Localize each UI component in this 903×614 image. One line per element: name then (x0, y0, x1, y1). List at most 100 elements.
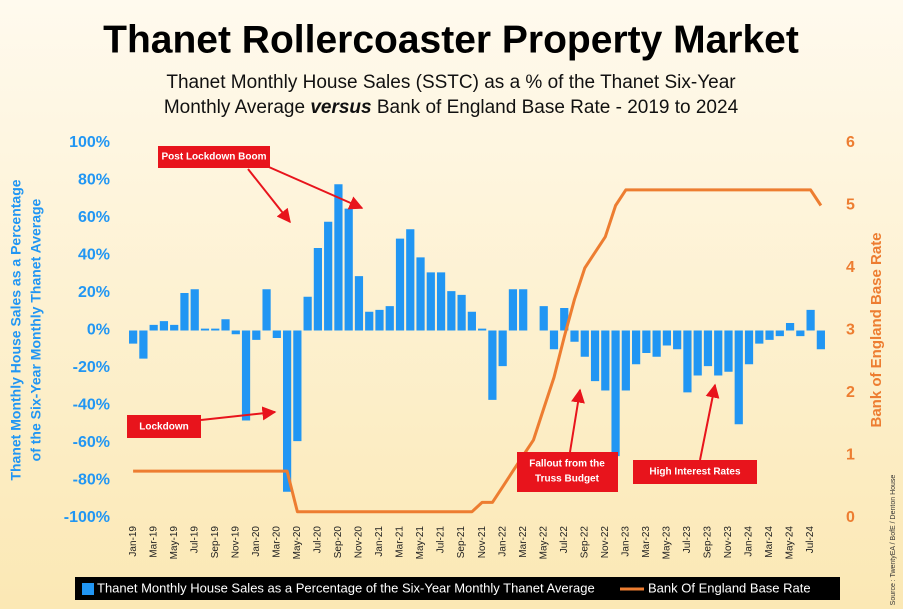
x-tick-label: Sep-21 (456, 526, 467, 559)
x-tick-label: Jul-20 (313, 526, 324, 554)
y-tick-label: -40% (73, 397, 110, 414)
annotations: Post Lockdown Boom Lockdown Fallout from… (127, 146, 757, 492)
x-tick-label: May-23 (662, 526, 673, 560)
bar (313, 248, 323, 331)
subtitle-emphasis: versus (310, 97, 371, 118)
bar (549, 330, 559, 350)
bar (765, 330, 774, 340)
bar (180, 293, 189, 331)
y2-tick-label: 6 (846, 134, 855, 151)
subtitle: Thanet Monthly House Sales (SSTC) as a %… (166, 72, 736, 93)
bar (755, 330, 764, 344)
bar (293, 330, 302, 442)
x-tick-label: Jul-21 (436, 526, 447, 554)
x-tick-label: Mar-22 (518, 526, 529, 558)
bar (149, 324, 158, 331)
bar (406, 229, 415, 331)
x-tick-label: May-20 (292, 526, 303, 560)
bar (262, 289, 271, 331)
legend: Thanet Monthly House Sales as a Percenta… (82, 580, 811, 595)
x-tick-label: Sep-23 (703, 526, 714, 559)
subtitle-part: Monthly Average (164, 97, 305, 118)
y2-tick-label: 1 (846, 447, 855, 464)
bar (231, 330, 240, 335)
x-tick-label: Jul-22 (559, 526, 570, 554)
arrow (699, 383, 720, 461)
annotation: Truss Budget (535, 474, 600, 485)
y-tick-label: -100% (64, 509, 110, 526)
y2-axis-title: Bank of England Base Rate (868, 232, 885, 427)
bar (662, 330, 672, 346)
legend-swatch (82, 583, 94, 595)
bar (416, 257, 425, 331)
x-tick-label: Nov-22 (600, 526, 611, 559)
bar (683, 330, 692, 393)
bar (324, 221, 333, 331)
legend-background (75, 577, 840, 600)
bar (580, 330, 589, 357)
y-tick-label: 40% (78, 247, 110, 264)
bar (211, 328, 220, 331)
y-tick-label: 60% (78, 209, 110, 226)
bar (693, 330, 702, 376)
x-tick-label: May-24 (785, 526, 796, 560)
bar (816, 330, 825, 350)
x-tick-label: Jan-23 (620, 526, 631, 557)
annotation: Post Lockdown Boom (162, 152, 267, 163)
bar (611, 330, 620, 457)
x-tick-label: Jul-24 (805, 526, 816, 554)
x-tick-label: May-22 (538, 526, 549, 560)
bar (159, 321, 169, 331)
x-tick-label: Nov-20 (354, 526, 365, 559)
bar (642, 330, 651, 353)
bar (395, 238, 405, 331)
x-tick-label: Mar-19 (148, 526, 159, 558)
bar (621, 330, 630, 391)
arrow (569, 388, 585, 453)
bar (252, 330, 261, 340)
y-axis-title: Thanet Monthly House Sales as a Percenta… (8, 179, 24, 480)
y2-tick-label: 2 (846, 384, 855, 401)
bar (365, 311, 374, 331)
x-tick-label: May-21 (415, 526, 426, 560)
x-tick-label: Jan-24 (744, 526, 755, 557)
bar (282, 330, 292, 492)
bar (498, 330, 507, 367)
bar (139, 330, 148, 359)
bar (775, 330, 784, 337)
bar (539, 306, 548, 331)
annotation-box (517, 452, 618, 492)
bar (303, 296, 312, 331)
x-tick-label: May-19 (169, 526, 180, 560)
plot-area: -100% -80% -60% -40% -20% 0% 20% 40% 60% 80% 100% 0… (64, 134, 855, 559)
bar (170, 324, 179, 331)
y-tick-label: 100% (69, 134, 110, 151)
y-tick-label: -60% (73, 434, 110, 451)
x-tick-label: Mar-24 (764, 526, 775, 558)
bar (652, 330, 661, 357)
bar (344, 208, 353, 331)
y2-tick-label: 0 (846, 509, 855, 526)
bar (221, 319, 230, 331)
x-tick-label: Mar-21 (395, 526, 406, 558)
x-tick-label: Sep-22 (579, 526, 590, 559)
bar (334, 184, 343, 331)
annotation-box (127, 415, 201, 438)
bar (436, 272, 446, 331)
bar (200, 328, 210, 331)
bar (590, 330, 600, 382)
bar (467, 311, 476, 331)
bar (519, 289, 528, 331)
legend-label: Bank Of England Base Rate (648, 580, 811, 595)
bar (570, 330, 579, 342)
x-tick-label: Jan-20 (251, 526, 262, 557)
annotation: High Interest Rates (649, 467, 741, 478)
x-tick-label: Nov-23 (723, 526, 734, 559)
y-tick-label: 80% (78, 172, 110, 189)
subtitle-part: Bank of England Base Rate - 2019 to 2024 (377, 97, 739, 118)
bar (785, 323, 795, 331)
bar (560, 308, 569, 331)
bar (426, 272, 435, 331)
x-tick-label: Jul-23 (682, 526, 693, 554)
y-tick-label: 0% (87, 322, 110, 339)
